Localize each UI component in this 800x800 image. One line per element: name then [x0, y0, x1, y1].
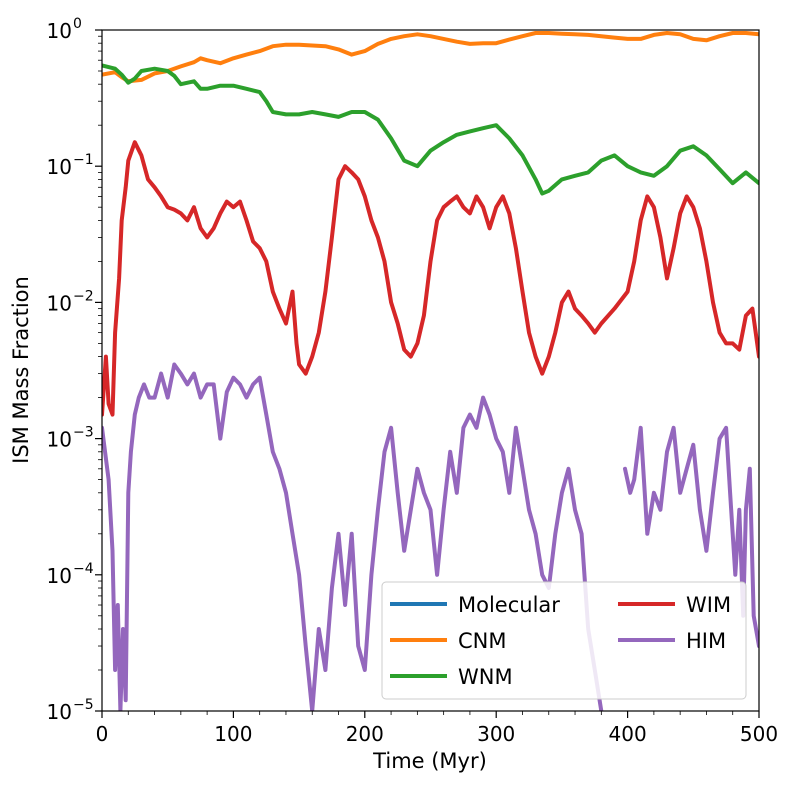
x-tick-label: 400 — [609, 722, 647, 746]
y-tick-exponent: 0 — [73, 16, 82, 32]
legend-box — [381, 581, 747, 700]
legend-label-cnm: CNM — [458, 629, 507, 653]
plot-frame — [101, 29, 760, 712]
x-axis-title: Time (Myr) — [372, 749, 487, 773]
x-tick-label: 300 — [477, 722, 515, 746]
y-tick-exponent: −5 — [73, 697, 94, 713]
x-tick-label: 0 — [96, 722, 109, 746]
series-line-wnm-2 — [102, 63, 759, 196]
x-axis: 0 100 200 300 400 500 — [96, 711, 778, 746]
y-tick-exponent: −3 — [73, 425, 94, 441]
legend: Molecular CNM WNM WIM HIM — [381, 581, 747, 700]
x-tick-label: 500 — [740, 722, 778, 746]
y-tick-exponent: −4 — [73, 561, 94, 577]
series-layer — [102, 31, 759, 711]
legend-label-wim: WIM — [686, 593, 731, 617]
y-tick-label: 10 — [47, 564, 72, 588]
series-line-wim-3 — [102, 140, 759, 417]
series-line-cnm-1 — [102, 31, 759, 84]
y-tick-label: 10 — [47, 291, 72, 315]
legend-label-molecular: Molecular — [458, 593, 560, 617]
legend-label-wnm: WNM — [458, 665, 513, 689]
x-tick-label: 200 — [346, 722, 384, 746]
y-axis-title: ISM Mass Fraction — [9, 276, 33, 464]
y-tick-exponent: −1 — [73, 152, 94, 168]
series-line-him-4 — [102, 362, 604, 711]
x-tick-label: 100 — [214, 722, 252, 746]
y-tick-exponent: −2 — [73, 288, 94, 304]
y-tick-label: 10 — [47, 19, 72, 43]
y-tick-label: 10 — [47, 700, 72, 724]
y-tick-label: 10 — [47, 155, 72, 179]
legend-label-him: HIM — [686, 629, 726, 653]
y-tick-label: 10 — [47, 428, 72, 452]
